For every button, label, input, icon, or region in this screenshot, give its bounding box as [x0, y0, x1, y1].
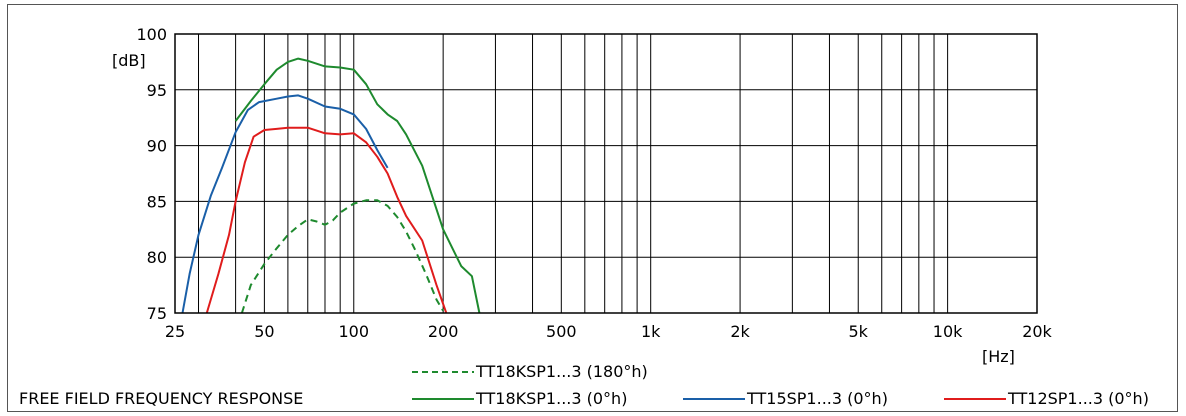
y-axis-label: [dB] — [112, 51, 146, 70]
x-tick-label: 100 — [338, 322, 369, 341]
x-tick-label: 50 — [254, 322, 274, 341]
axes — [174, 33, 1038, 314]
x-tick-label: 10k — [933, 322, 963, 341]
series-line-tt15sp1-3-0-h — [181, 94, 389, 314]
y-tick-label: 80 — [147, 248, 167, 267]
y-tick-label: 90 — [147, 137, 167, 156]
chart-title: FREE FIELD FREQUENCY RESPONSE — [19, 389, 303, 408]
legend: TT18KSP1...3 (180°h) TT18KSP1...3 (0°h) TT… — [412, 362, 1149, 408]
x-tick-label: 20k — [1022, 322, 1052, 341]
series-line-tt12sp1-3-0-h — [205, 126, 448, 314]
series-lines — [181, 57, 481, 314]
x-tick-label: 2k — [730, 322, 750, 341]
plot-area-border — [174, 33, 1038, 314]
x-tick-label: 200 — [428, 322, 459, 341]
chart-frame — [7, 4, 1178, 412]
legend-label: TT12SP1...3 (0°h) — [1007, 389, 1149, 408]
y-tick-label: 85 — [147, 192, 167, 211]
x-tick-label: 5k — [849, 322, 869, 341]
x-tick-label: 1k — [641, 322, 661, 341]
y-tick-label: 95 — [147, 81, 167, 100]
y-tick-label: 100 — [136, 25, 167, 44]
x-axis-label: [Hz] — [982, 347, 1015, 366]
y-tick-label: 75 — [147, 304, 167, 323]
tick-labels: 75 80 85 90 95 100 25 50 100 200 500 1k 2k 5k 10k 20k — [136, 25, 1052, 341]
series-line-tt18ksp1-3-180-h — [240, 199, 444, 314]
legend-label: TT15SP1...3 (0°h) — [746, 389, 888, 408]
x-tick-label: 500 — [546, 322, 577, 341]
legend-label: TT18KSP1...3 (0°h) — [475, 389, 627, 408]
grid — [174, 33, 1038, 314]
legend-label: TT18KSP1...3 (180°h) — [475, 362, 648, 381]
x-tick-label: 25 — [165, 322, 185, 341]
series-line-tt18ksp1-3-0-h — [234, 57, 481, 314]
